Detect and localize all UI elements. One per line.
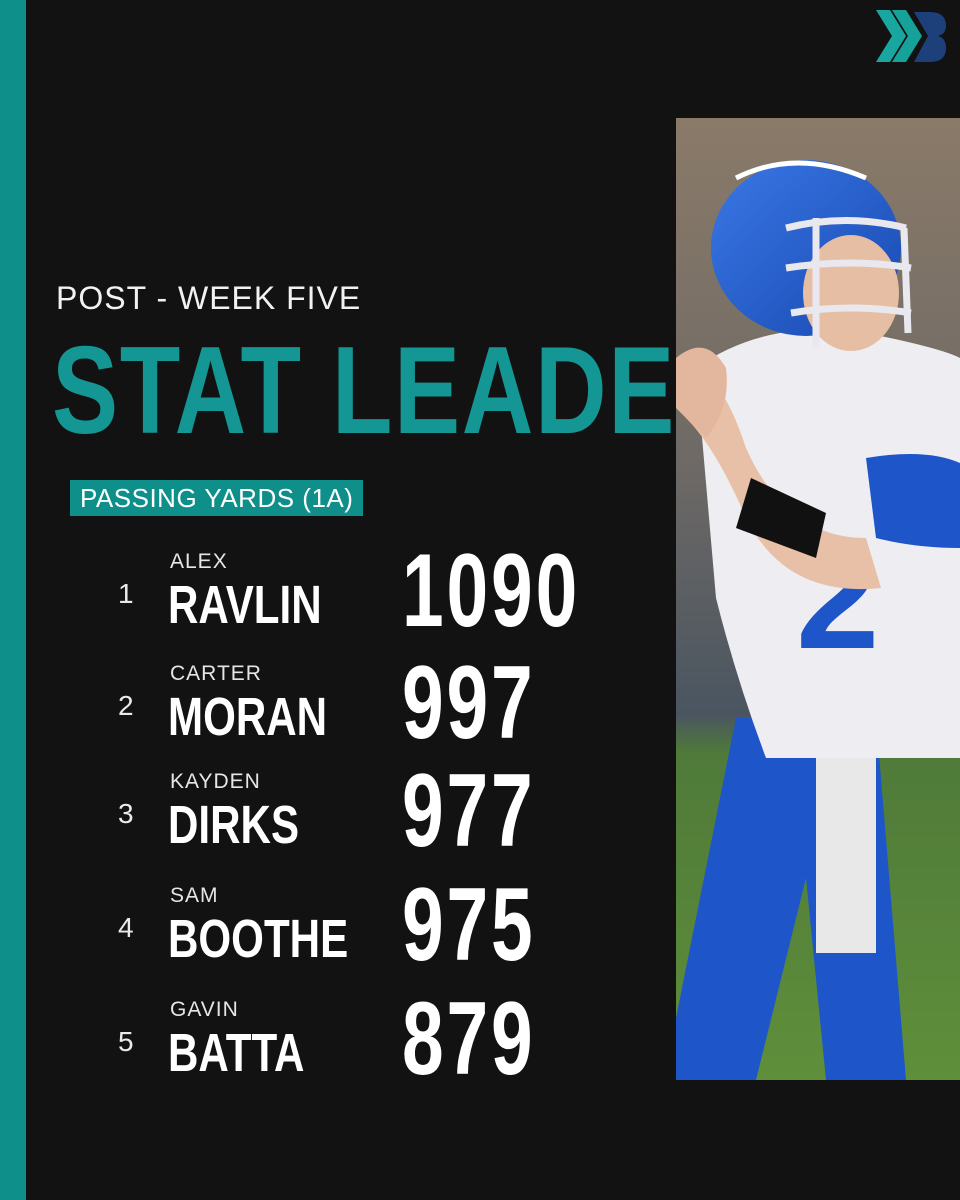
player-last-name: MORAN xyxy=(168,687,328,747)
player-first-name: CARTER xyxy=(170,662,262,685)
player-first-name: SAM xyxy=(170,884,219,907)
passing-yards-value: 1090 xyxy=(402,533,581,649)
quarterback-illustration: 2 xyxy=(676,118,960,1080)
rank-number: 5 xyxy=(118,1026,134,1057)
player-first-name: GAVIN xyxy=(170,998,239,1021)
passing-yards-value: 975 xyxy=(402,867,536,983)
passing-yards-value: 977 xyxy=(402,753,536,869)
rank-number: 3 xyxy=(118,798,134,829)
player-last-name: DIRKS xyxy=(168,795,300,855)
left-accent-stripe xyxy=(0,0,26,1200)
player-last-name: BOOTHE xyxy=(168,909,349,969)
week-subtitle: POST - WEEK FIVE xyxy=(56,280,362,316)
category-badge: PASSING YARDS (1A) xyxy=(70,480,364,516)
passing-yards-value: 879 xyxy=(402,981,536,1097)
leader-row-5: 5 GAVIN BATTA 879 xyxy=(0,981,660,1106)
player-first-name: ALEX xyxy=(170,550,228,573)
leader-row-4: 4 SAM BOOTHE 975 xyxy=(0,867,660,992)
rank-number: 1 xyxy=(118,578,134,609)
player-photo: 2 xyxy=(676,118,960,1080)
player-last-name: RAVLIN xyxy=(168,575,322,635)
rank-number: 4 xyxy=(118,912,134,943)
player-first-name: KAYDEN xyxy=(170,770,261,793)
leader-row-2: 2 CARTER MORAN 997 xyxy=(0,645,660,770)
leader-row-1: 1 ALEX RAVLIN 1090 xyxy=(0,533,660,658)
leader-row-3: 3 KAYDEN DIRKS 977 xyxy=(0,753,660,878)
passing-yards-value: 997 xyxy=(402,645,536,761)
player-last-name: BATTA xyxy=(168,1023,305,1083)
brand-logo-icon xyxy=(876,10,946,62)
rank-number: 2 xyxy=(118,690,134,721)
